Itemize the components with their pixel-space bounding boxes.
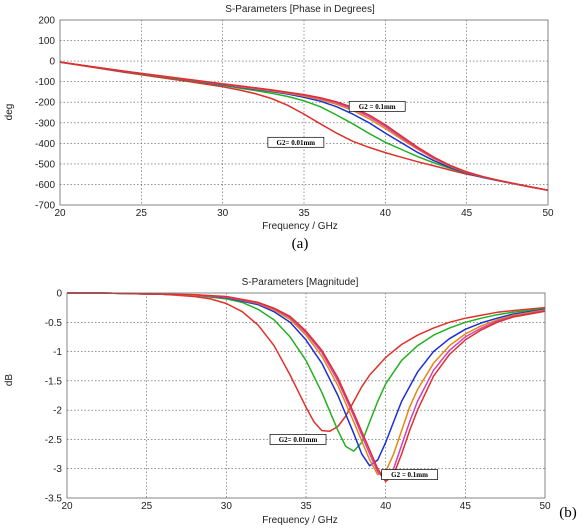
phase-annotation-label: G2= 0.01mm xyxy=(277,139,316,147)
magnitude-y-tick-label: -3.5 xyxy=(45,494,63,505)
magnitude-annotation-box xyxy=(269,434,327,445)
phase-x-tick-label: 30 xyxy=(217,208,229,219)
magnitude-x-tick-label: 35 xyxy=(300,501,312,512)
magnitude-annotation-label: G2 = 0.1mm xyxy=(391,471,428,479)
phase-plot-frame xyxy=(59,19,549,206)
phase-y-tick-label: -300 xyxy=(35,118,55,129)
phase-chart-ylabel: deg xyxy=(4,104,15,121)
phase-x-tick-label: 50 xyxy=(542,208,554,219)
phase-annotation-box xyxy=(267,136,325,148)
magnitude-chart-ylabel: dB xyxy=(4,374,15,387)
magnitude-chart-xlabel: Frequency / GHz xyxy=(262,515,338,526)
magnitude-y-tick-label: -2.5 xyxy=(45,435,63,446)
phase-annotation-label: G2 = 0.1mm xyxy=(359,103,396,111)
phase-y-tick-label: -200 xyxy=(35,98,55,109)
phase-y-tick-label: -700 xyxy=(35,201,55,212)
phase-y-tick-label: -600 xyxy=(35,180,55,191)
magnitude-y-tick-label: -2 xyxy=(53,406,62,417)
phase-x-tick-label: 45 xyxy=(461,208,473,219)
phase-chart: S-Parameters [Phase in Degrees] Frequenc… xyxy=(4,4,554,232)
phase-chart-xlabel: Frequency / GHz xyxy=(262,221,338,232)
magnitude-annotation: G2= 0.01mm xyxy=(269,434,327,445)
phase-chart-title: S-Parameters [Phase in Degrees] xyxy=(225,4,375,15)
magnitude-series-1 xyxy=(67,292,546,432)
caption-b: (b) xyxy=(559,505,577,521)
magnitude-chart: S-Parameters [Magnitude] Frequency / GHz… xyxy=(4,277,551,526)
magnitude-y-tick-label: -3 xyxy=(53,464,62,475)
phase-y-tick-label: -500 xyxy=(35,159,55,170)
magnitude-x-tick-label: 50 xyxy=(539,501,551,512)
magnitude-x-tick-label: 30 xyxy=(221,501,233,512)
caption-a: (a) xyxy=(292,236,309,252)
phase-x-tick-label: 25 xyxy=(136,208,148,219)
phase-y-tick-label: 100 xyxy=(38,36,55,47)
magnitude-x-tick-label: 40 xyxy=(380,501,392,512)
magnitude-y-tick-label: -1.5 xyxy=(45,376,63,387)
magnitude-annotation-label: G2= 0.01mm xyxy=(279,436,318,444)
phase-y-tick-label: 0 xyxy=(49,57,55,68)
magnitude-y-tick-label: -1 xyxy=(53,347,62,358)
magnitude-series-6 xyxy=(67,292,546,483)
magnitude-annotation: G2 = 0.1mm xyxy=(381,469,438,480)
phase-x-tick-label: 35 xyxy=(298,208,310,219)
phase-x-tick-label: 40 xyxy=(380,208,392,219)
magnitude-x-tick-label: 25 xyxy=(141,501,153,512)
magnitude-x-tick-label: 20 xyxy=(61,501,73,512)
phase-x-tick-label: 20 xyxy=(54,208,66,219)
phase-series-6 xyxy=(59,61,549,191)
phase-annotation: G2= 0.01mm xyxy=(267,136,325,148)
phase-y-tick-label: 200 xyxy=(38,16,55,27)
phase-y-tick-label: -100 xyxy=(35,77,55,88)
phase-y-tick-label: -400 xyxy=(35,139,55,150)
magnitude-x-tick-label: 45 xyxy=(460,501,472,512)
phase-annotation: G2 = 0.1mm xyxy=(348,100,406,112)
magnitude-y-tick-label: 0 xyxy=(56,289,62,300)
magnitude-y-tick-label: -0.5 xyxy=(45,318,63,329)
phase-annotation-box xyxy=(348,100,406,112)
magnitude-annotation-box xyxy=(381,469,438,480)
magnitude-plot-frame xyxy=(66,292,546,499)
magnitude-chart-title: S-Parameters [Magnitude] xyxy=(242,277,359,288)
